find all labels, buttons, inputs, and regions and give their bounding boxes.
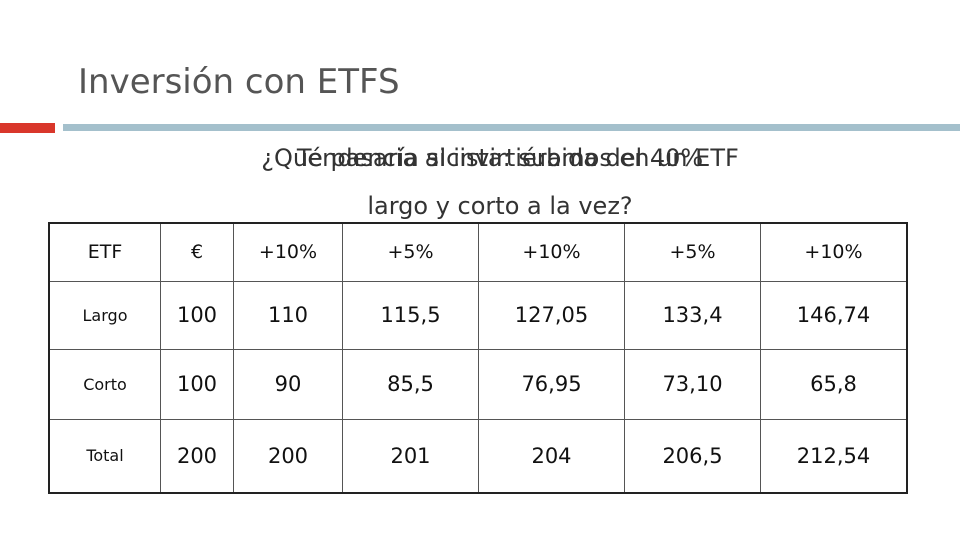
table-row: Corto 100 90 85,5 76,95 73,10 65,8 [48,348,908,420]
table-cell: 200 [233,418,343,494]
table-cell: 201 [342,418,479,494]
overlay-text: Tendencia alcista: subida del 40% [296,144,704,172]
table-cell: 115,5 [342,280,479,350]
table-cell: Largo [48,280,161,350]
table-cell: Corto [48,348,161,420]
header-cell: +10% [760,222,908,282]
table-row: Largo 100 110 115,5 127,05 133,4 146,74 [48,280,908,350]
accent-bar [0,123,55,133]
table-cell: 200 [160,418,234,494]
table-cell: 65,8 [760,348,908,420]
data-table: ETF € +10% +5% +10% +5% +10% Largo 100 110 115,5 12… [48,222,908,494]
table-cell: Total [48,418,161,494]
question-line: ¿Qué pasaría si invirtiéramos en un ETF [261,144,739,172]
table-cell: 204 [478,418,625,494]
table-cell: 85,5 [342,348,479,420]
table-row: Total 200 200 201 204 206,5 212,54 [48,418,908,494]
table-cell: 90 [233,348,343,420]
header-cell: ETF [48,222,161,282]
table-cell: 212,54 [760,418,908,494]
divider-line [63,124,960,131]
table-cell: 100 [160,280,234,350]
table-cell: 100 [160,348,234,420]
header-cell: € [160,222,234,282]
header-cell: +10% [478,222,625,282]
table-cell: 146,74 [760,280,908,350]
table-cell: 206,5 [624,418,761,494]
slide-title: Inversión con ETFS [78,62,400,102]
table-cell: 73,10 [624,348,761,420]
table-cell: 110 [233,280,343,350]
table-cell: 76,95 [478,348,625,420]
header-cell: +5% [624,222,761,282]
table-cell: 127,05 [478,280,625,350]
header-row: ETF € +10% +5% +10% +5% +10% [48,222,908,282]
question-line: largo y corto a la vez? [367,192,633,220]
header-cell: +10% [233,222,343,282]
table-cell: 133,4 [624,280,761,350]
header-cell: +5% [342,222,479,282]
